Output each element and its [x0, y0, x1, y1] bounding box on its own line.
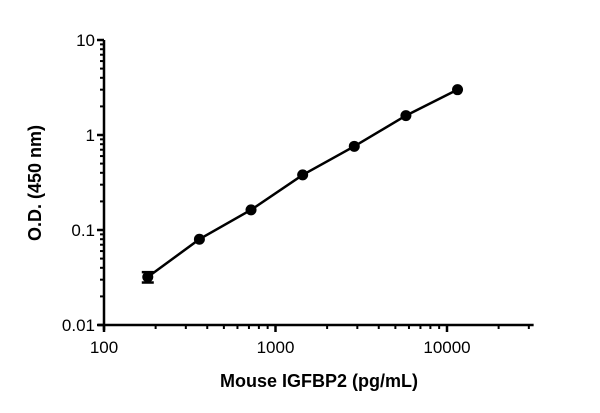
axes: 0.01 0.1 1 10 100 1000 10000: [62, 31, 534, 357]
data-point: [452, 84, 464, 96]
data-point: [193, 233, 205, 245]
x-tick-label: 1000: [257, 338, 295, 357]
data-point: [297, 169, 309, 181]
x-tick-label: 10000: [423, 338, 470, 357]
data-point: [348, 140, 360, 152]
x-tick-label: 100: [90, 338, 118, 357]
data-point: [400, 110, 412, 122]
data-point: [142, 271, 154, 283]
y-axis-title: O.D. (450 nm): [25, 125, 45, 241]
x-axis-title: Mouse IGFBP2 (pg/mL): [220, 371, 418, 391]
y-tick-label: 0.1: [71, 221, 95, 240]
data-series: [141, 84, 464, 284]
y-tick-label: 1: [86, 126, 95, 145]
y-tick-label: 0.01: [62, 316, 95, 335]
curve-fit-line: [147, 88, 459, 279]
data-point: [245, 204, 257, 216]
y-tick-label: 10: [76, 31, 95, 50]
